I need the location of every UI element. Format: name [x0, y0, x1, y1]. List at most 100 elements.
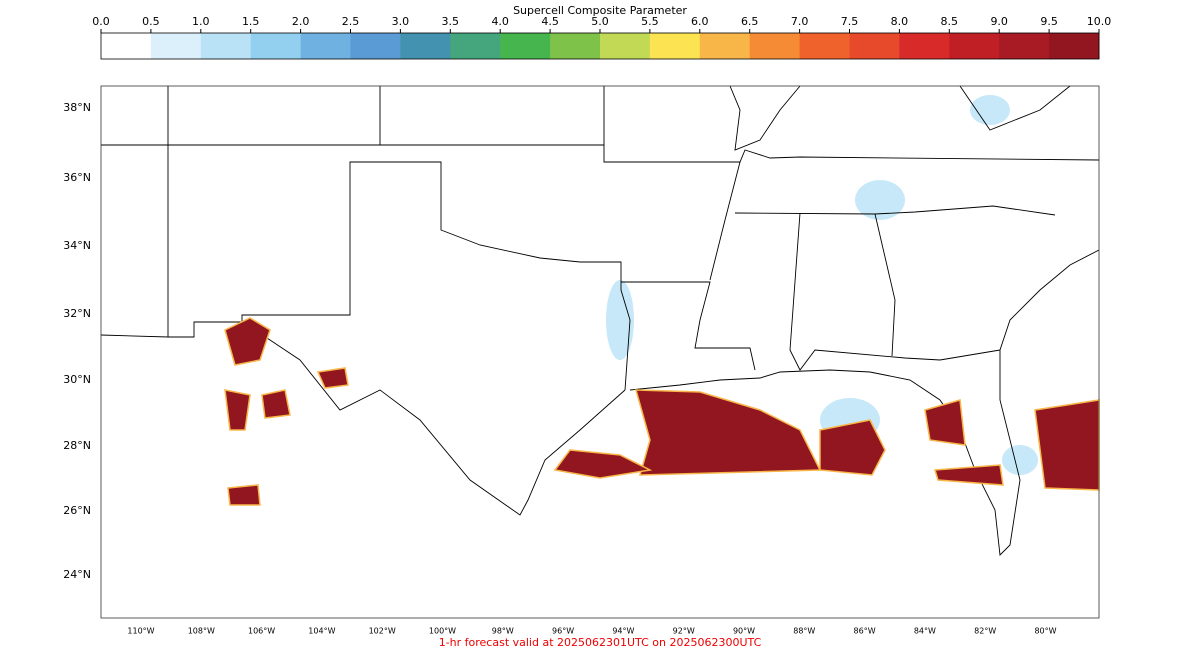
colorbar-swatch [200, 33, 252, 59]
state-border [874, 213, 896, 357]
colorbar-tick-label: 9.0 [990, 15, 1008, 28]
colorbar-swatch [150, 33, 202, 59]
colorbar-swatch [1049, 33, 1100, 59]
colorbar-tick-label: 0.0 [92, 15, 110, 28]
colorbar-swatch [300, 33, 351, 59]
contour [224, 389, 251, 431]
colorbar: 0.0 0.5 1.0 1.5 2.0 2.5 3.0 3.5 4.0 4.5 5.0 5.5 6.0 6… [92, 15, 1111, 59]
state-border [100, 145, 169, 338]
contour [606, 280, 634, 360]
lat-label: 38°N [63, 101, 91, 114]
map-frame [100, 85, 1100, 619]
lon-label: 94°W [612, 627, 634, 636]
contour [316, 367, 349, 389]
state-border [380, 86, 605, 146]
colorbar-tick-label: 3.0 [392, 15, 410, 28]
lon-label: 80°W [1034, 627, 1056, 636]
lon-label: 100°W [429, 627, 456, 636]
lon-label: 88°W [793, 627, 815, 636]
state-border [621, 281, 756, 371]
lon-label: 98°W [492, 627, 514, 636]
colorbar-swatch [949, 33, 1000, 59]
colorbar-swatch [550, 33, 601, 59]
colorbar-swatch [849, 33, 900, 59]
state-border [709, 161, 741, 281]
lon-label: 84°W [914, 627, 936, 636]
colorbar-tick-label: 2.0 [292, 15, 310, 28]
lat-label: 34°N [63, 239, 91, 252]
state-border [959, 85, 1071, 131]
footer: 1-hr forecast valid at 2025062301UTC on … [439, 636, 762, 649]
colorbar-swatch [899, 33, 950, 59]
colorbar-tick-label: 1.0 [192, 15, 210, 28]
lat-label: 36°N [63, 171, 91, 184]
colorbar-tick-label: 8.0 [891, 15, 909, 28]
colorbar-tick-label: 5.0 [591, 15, 609, 28]
colorbar-tick-label: 6.5 [741, 15, 759, 28]
colorbar-frame [100, 32, 1100, 60]
state-border [603, 145, 1100, 163]
colorbar-swatch [649, 33, 701, 59]
lon-label: 110°W [127, 627, 154, 636]
contour [970, 95, 1010, 125]
colorbar-tick-label: 7.0 [791, 15, 809, 28]
lat-label: 28°N [63, 439, 91, 452]
colorbar-swatch [699, 33, 751, 59]
lon-label: 106°W [248, 627, 275, 636]
colorbar-tick-label: 9.5 [1040, 15, 1058, 28]
state-border [241, 321, 626, 516]
colorbar-tick-label: 0.5 [142, 15, 160, 28]
contour [934, 464, 1004, 486]
lat-label: 30°N [63, 373, 91, 386]
colorbar-tick-label: 5.5 [641, 15, 659, 28]
lon-label: 108°W [188, 627, 215, 636]
colorbar-swatch [799, 33, 850, 59]
colorbar-swatch [600, 33, 651, 59]
colorbar-tick-label: 10.0 [1087, 15, 1112, 28]
state-border [101, 86, 169, 146]
lat-label: 32°N [63, 307, 91, 320]
contour [224, 317, 271, 366]
colorbar-tick-label: 1.5 [242, 15, 260, 28]
lon-label: 92°W [673, 627, 695, 636]
colorbar-swatch [999, 33, 1050, 59]
state-border [729, 85, 801, 151]
colorbar-swatch [101, 33, 152, 59]
lon-label: 104°W [308, 627, 335, 636]
contour [1034, 399, 1100, 491]
contour [635, 389, 822, 476]
colorbar-tick-label: 2.5 [342, 15, 360, 28]
state-border [734, 205, 1056, 216]
colorbar-tick-label: 8.5 [941, 15, 959, 28]
colorbar-swatch [450, 33, 501, 59]
contour [1002, 445, 1038, 475]
colorbar-tick-label: 3.5 [442, 15, 460, 28]
lon-label: 82°W [974, 627, 996, 636]
contour [924, 399, 966, 446]
lat-label: 26°N [63, 504, 91, 517]
state-border [168, 86, 381, 146]
colorbar-tick-label: 4.0 [491, 15, 509, 28]
lat-label: 24°N [63, 568, 91, 581]
colorbar-tick-label: 7.5 [841, 15, 859, 28]
state-border [789, 212, 1001, 371]
colorbar-tick-label: 6.0 [691, 15, 709, 28]
colorbar-swatch [500, 33, 551, 59]
colorbar-swatch [749, 33, 801, 59]
contour [227, 484, 261, 506]
lon-label: 86°W [854, 627, 876, 636]
lon-label: 90°W [733, 627, 755, 636]
lon-label: 96°W [552, 627, 574, 636]
colorbar-swatch [250, 33, 302, 59]
contour [819, 419, 886, 476]
contour [855, 180, 905, 220]
lon-label: 102°W [369, 627, 396, 636]
colorbar-tick-label: 4.5 [541, 15, 559, 28]
contour [261, 389, 291, 419]
map-layer [100, 85, 1100, 556]
colorbar-swatch [350, 33, 401, 59]
state-border [168, 161, 631, 391]
contour [553, 449, 653, 479]
